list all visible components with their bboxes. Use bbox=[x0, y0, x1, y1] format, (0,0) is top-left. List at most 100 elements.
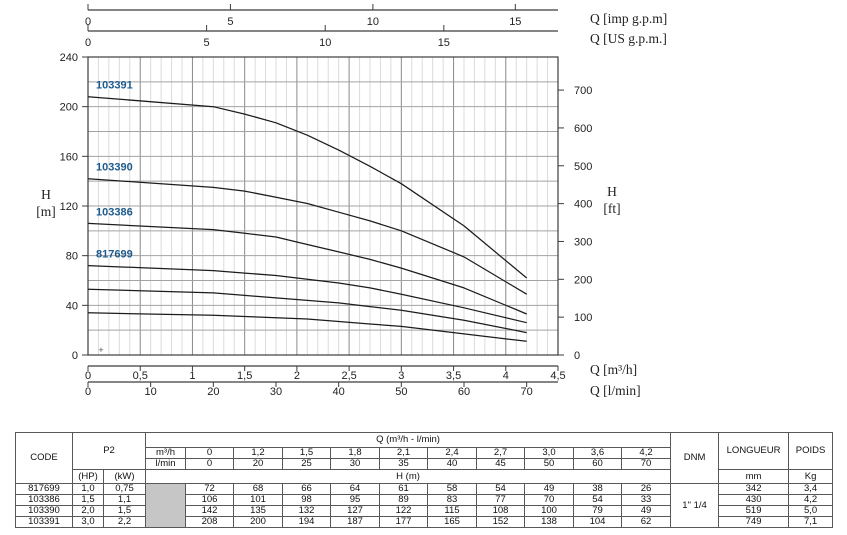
head-value-cell: 68 bbox=[233, 483, 283, 495]
us-gpm-axis-label: Q [US g.p.m.] bbox=[590, 31, 667, 46]
imp-gpm-tick-label: 5 bbox=[227, 16, 233, 28]
head-value-cell: 187 bbox=[330, 516, 380, 528]
hp-cell: 3,0 bbox=[72, 516, 104, 528]
q-m3h-value: 2,1 bbox=[379, 447, 428, 459]
right-axis-tick-label: 700 bbox=[574, 85, 592, 97]
m3h-tick-label: 2 bbox=[294, 370, 300, 382]
q-m3h-value: 3,0 bbox=[524, 447, 574, 459]
m3h-tick-label: 0 bbox=[85, 370, 91, 382]
q-lmin-value: 35 bbox=[379, 458, 428, 470]
head-value-cell: 58 bbox=[427, 483, 477, 495]
m3h-axis-label: Q [m³/h] bbox=[590, 362, 637, 377]
head-value-cell: 79 bbox=[573, 505, 622, 517]
header-kw: (kW) bbox=[103, 469, 146, 484]
longueur-cell: 749 bbox=[718, 516, 790, 528]
head-value-cell: 95 bbox=[330, 494, 380, 506]
longueur-cell: 430 bbox=[718, 494, 790, 506]
lmin-axis-label: Q [l/min] bbox=[590, 383, 641, 398]
us-gpm-tick-label: 5 bbox=[204, 37, 210, 49]
hp-cell: 2,0 bbox=[72, 505, 104, 517]
head-value-cell: 177 bbox=[379, 516, 428, 528]
q-m3h-value: 1,8 bbox=[330, 447, 380, 459]
head-value-cell: 208 bbox=[185, 516, 234, 528]
pump-curve-817699 bbox=[87, 264, 527, 324]
head-value-cell: 127 bbox=[330, 505, 380, 517]
head-value-cell: 77 bbox=[476, 494, 525, 506]
lmin-tick-label: 20 bbox=[207, 386, 219, 398]
q-m3h-value: 2,4 bbox=[427, 447, 477, 459]
head-value-cell: 135 bbox=[233, 505, 283, 517]
us-gpm-tick-label: 10 bbox=[319, 37, 331, 49]
m3h-tick-label: 4,5 bbox=[550, 370, 565, 382]
gray-cell bbox=[145, 483, 186, 528]
m3h-tick-label: 4 bbox=[503, 370, 509, 382]
q-lmin-value: 0 bbox=[185, 458, 234, 470]
pump-curves-chart: 1033911033901033868176990408012016020024… bbox=[36, 4, 667, 398]
q-lmin-value: 45 bbox=[476, 458, 525, 470]
right-axis-title: H bbox=[607, 184, 617, 199]
head-value-cell: 194 bbox=[282, 516, 331, 528]
m3h-tick-label: 3,5 bbox=[446, 370, 461, 382]
code-cell: 103386 bbox=[15, 494, 73, 506]
header-longueur: LONGUEUR bbox=[718, 432, 790, 470]
head-value-cell: 54 bbox=[573, 494, 622, 506]
poids-cell: 5,0 bbox=[788, 505, 834, 517]
head-value-cell: 64 bbox=[330, 483, 380, 495]
left-axis-tick-label: 200 bbox=[60, 102, 78, 114]
q-m3h-value: 4,2 bbox=[620, 447, 672, 459]
q-lmin-value: 20 bbox=[233, 458, 283, 470]
q-m3h-value: 1,2 bbox=[233, 447, 283, 459]
poids-cell: 4,2 bbox=[788, 494, 834, 506]
imp-gpm-axis-label: Q [imp g.p.m] bbox=[590, 11, 667, 26]
header-m3h-unit: m³/h bbox=[145, 447, 186, 459]
kw-cell: 0,75 bbox=[103, 483, 146, 495]
lmin-tick-label: 40 bbox=[333, 386, 345, 398]
pump-curve-103390 bbox=[87, 178, 528, 295]
pump-curve-unlabeled-5 bbox=[87, 312, 527, 342]
q-m3h-value: 0 bbox=[185, 447, 234, 459]
imp-gpm-tick-label: 0 bbox=[85, 16, 91, 28]
plus-marker: + bbox=[98, 345, 103, 355]
hp-cell: 1,5 bbox=[72, 494, 104, 506]
left-axis-title: H bbox=[41, 187, 51, 202]
left-axis-tick-label: 240 bbox=[60, 52, 78, 64]
lmin-tick-label: 50 bbox=[395, 386, 407, 398]
head-value-cell: 62 bbox=[620, 516, 672, 528]
head-value-cell: 132 bbox=[282, 505, 331, 517]
head-value-cell: 66 bbox=[282, 483, 331, 495]
lmin-tick-label: 60 bbox=[458, 386, 470, 398]
head-value-cell: 72 bbox=[185, 483, 234, 495]
q-m3h-value: 3,6 bbox=[573, 447, 622, 459]
code-cell: 817699 bbox=[15, 483, 73, 495]
kw-cell: 1,1 bbox=[103, 494, 146, 506]
curve-label: 103386 bbox=[96, 206, 133, 218]
head-value-cell: 49 bbox=[524, 483, 574, 495]
head-value-cell: 33 bbox=[620, 494, 672, 506]
header-poids: POIDS bbox=[788, 432, 834, 470]
spec-table: CODE P2 Q (m³/h - l/min) DNM LONGUEUR PO… bbox=[15, 432, 834, 528]
head-value-cell: 61 bbox=[379, 483, 428, 495]
head-value-cell: 104 bbox=[573, 516, 622, 528]
head-value-cell: 152 bbox=[476, 516, 525, 528]
header-hp: (HP) bbox=[72, 469, 104, 484]
right-axis-tick-label: 300 bbox=[574, 236, 592, 248]
table-row: 103391 3,0 2,2 208 200 194 187 177 165 152 138 104 6… bbox=[15, 516, 834, 528]
right-axis-unit: [ft] bbox=[603, 201, 620, 216]
q-lmin-value: 70 bbox=[620, 458, 672, 470]
head-value-cell: 142 bbox=[185, 505, 234, 517]
q-lmin-value: 60 bbox=[573, 458, 622, 470]
head-value-cell: 89 bbox=[379, 494, 428, 506]
kw-cell: 1,5 bbox=[103, 505, 146, 517]
right-axis-tick-label: 600 bbox=[574, 123, 592, 135]
longueur-cell: 342 bbox=[718, 483, 790, 495]
header-lmin-unit: l/min bbox=[145, 458, 186, 470]
head-value-cell: 200 bbox=[233, 516, 283, 528]
m3h-tick-label: 0,5 bbox=[133, 370, 148, 382]
head-value-cell: 122 bbox=[379, 505, 428, 517]
pump-curve-unlabeled-4 bbox=[87, 288, 527, 334]
code-cell: 103390 bbox=[15, 505, 73, 517]
dnm-value-cell: 1" 1/4 bbox=[670, 483, 720, 528]
head-value-cell: 98 bbox=[282, 494, 331, 506]
left-axis-tick-label: 120 bbox=[60, 201, 78, 213]
